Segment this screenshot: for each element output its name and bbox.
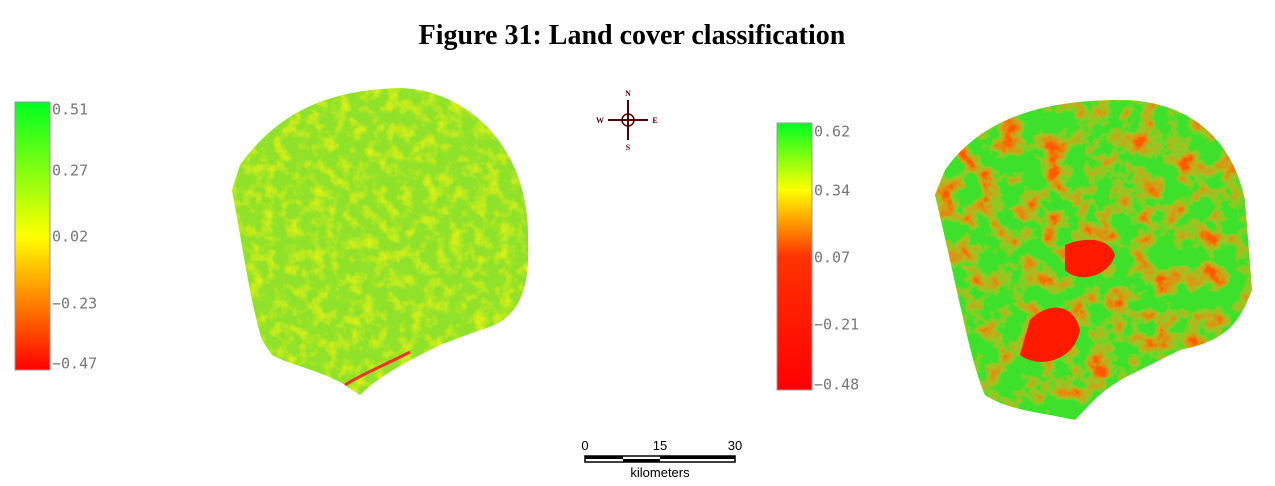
legend-label: 0.34: [814, 182, 850, 200]
legend-label: 0.02: [52, 228, 88, 246]
legend-label: 0.51: [52, 101, 88, 119]
scale-bar: 0 15 30 kilometers: [581, 438, 742, 480]
legend-left: 0.51 0.27 0.02 −0.23 −0.47: [52, 101, 97, 373]
scale-tick: 0: [581, 438, 588, 453]
legend-color-bar: [14, 101, 51, 371]
legend-label: −0.48: [814, 376, 859, 394]
compass-w: W: [596, 116, 604, 125]
scale-tick: 30: [728, 438, 742, 453]
legend-label: 0.62: [814, 123, 850, 141]
compass-s: S: [626, 143, 631, 152]
river-edge: [344, 350, 411, 387]
map-left: [232, 88, 529, 395]
legend-label: −0.47: [52, 355, 97, 373]
compass-n: N: [625, 89, 631, 98]
figure-title: Figure 31: Land cover classification: [419, 20, 846, 51]
urban-area: [1020, 307, 1080, 362]
legend-color-bar: [776, 122, 813, 391]
legend-label: −0.23: [52, 295, 97, 313]
legend-label: −0.21: [814, 316, 859, 334]
scale-tick: 15: [653, 438, 667, 453]
compass-e: E: [652, 116, 657, 125]
legend-label: 0.27: [52, 162, 88, 180]
urban-area: [1065, 239, 1115, 278]
scale-unit: kilometers: [630, 465, 690, 480]
legend-label: 0.07: [814, 249, 850, 267]
legend-right: 0.62 0.34 0.07 −0.21 −0.48: [814, 123, 859, 394]
compass: N S E W: [596, 89, 658, 152]
